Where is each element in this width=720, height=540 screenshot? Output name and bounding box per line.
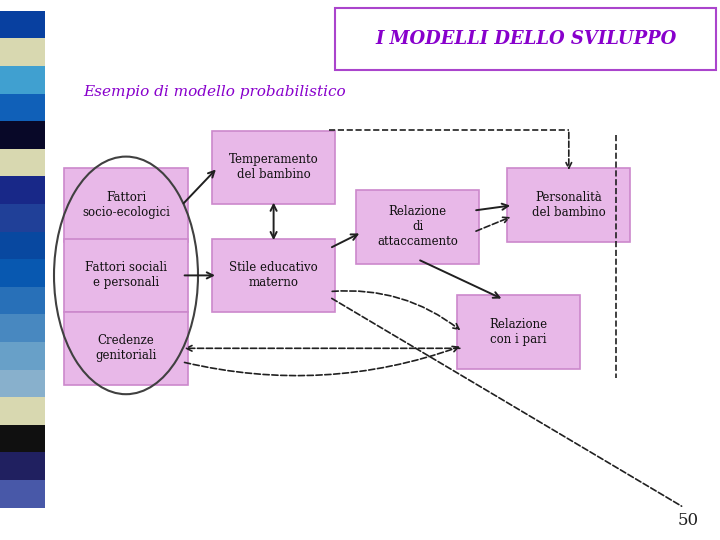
Bar: [0, 480, 45, 508]
Text: Credenze
genitoriali: Credenze genitoriali: [95, 334, 157, 362]
Text: Fattori sociali
e personali: Fattori sociali e personali: [85, 261, 167, 289]
Bar: [0, 11, 45, 38]
Text: Esempio di modello probabilistico: Esempio di modello probabilistico: [83, 85, 346, 99]
Bar: [0, 38, 45, 66]
Bar: [0, 425, 45, 453]
Bar: [0, 287, 45, 314]
Bar: [0, 232, 45, 259]
Bar: [0, 177, 45, 204]
Text: Relazione
di
attaccamento: Relazione di attaccamento: [377, 205, 458, 248]
Bar: [0, 204, 45, 232]
Bar: [0, 453, 45, 480]
Bar: [0, 121, 45, 149]
Text: 50: 50: [678, 512, 698, 529]
FancyBboxPatch shape: [456, 295, 580, 369]
FancyBboxPatch shape: [507, 168, 631, 242]
Bar: [0, 397, 45, 425]
FancyBboxPatch shape: [65, 239, 187, 312]
Text: Fattori
socio-ecologici: Fattori socio-ecologici: [82, 191, 170, 219]
Text: I MODELLI DELLO SVILUPPO: I MODELLI DELLO SVILUPPO: [375, 30, 676, 49]
Text: Relazione
con i pari: Relazione con i pari: [490, 318, 547, 346]
Bar: [0, 342, 45, 369]
FancyBboxPatch shape: [65, 168, 187, 242]
Bar: [0, 314, 45, 342]
Text: Temperamento
del bambino: Temperamento del bambino: [229, 153, 318, 181]
Bar: [0, 93, 45, 121]
FancyBboxPatch shape: [65, 312, 187, 385]
Text: Stile educativo
materno: Stile educativo materno: [229, 261, 318, 289]
Bar: [0, 259, 45, 287]
Bar: [0, 369, 45, 397]
FancyBboxPatch shape: [356, 190, 480, 264]
Text: Personalità
del bambino: Personalità del bambino: [532, 191, 606, 219]
Bar: [0, 66, 45, 93]
FancyBboxPatch shape: [212, 131, 335, 204]
Bar: [0, 149, 45, 177]
FancyBboxPatch shape: [335, 8, 716, 70]
FancyBboxPatch shape: [212, 239, 335, 312]
